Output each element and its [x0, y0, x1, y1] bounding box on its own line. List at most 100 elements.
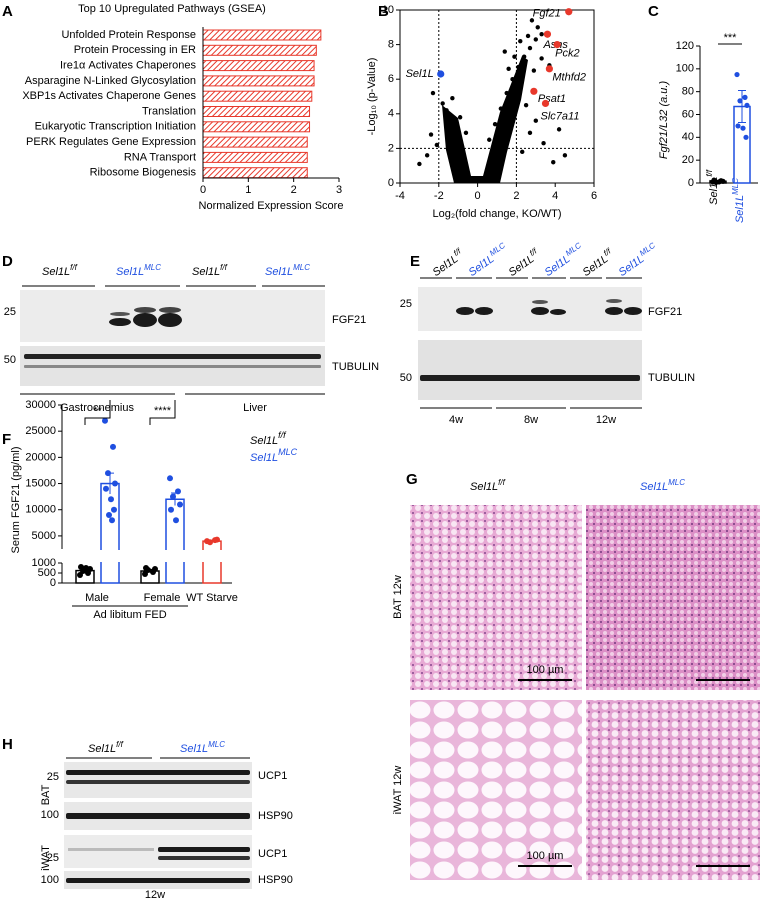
marker-label: 25: [47, 852, 59, 864]
gene-point: [562, 153, 568, 158]
histology-image: [586, 505, 760, 690]
protein-label: UCP1: [258, 770, 287, 782]
gene-point: [492, 121, 498, 127]
gene-point: [541, 141, 546, 146]
y-tick-label: 1000: [32, 557, 56, 569]
bar: [202, 75, 315, 87]
bar: [202, 106, 311, 117]
highlight-point: [530, 87, 538, 95]
superscript: MLC: [488, 240, 507, 257]
superscript: f/f: [452, 246, 463, 258]
gene-point: [533, 118, 538, 123]
scale-label: 100 µm: [527, 664, 564, 676]
protein-label: FGF21: [648, 306, 682, 318]
significance: ****: [154, 405, 172, 417]
superscript: f/f: [705, 169, 714, 176]
data-point: [106, 511, 112, 518]
tissue-label: iWAT: [40, 845, 52, 871]
gene-point: [456, 135, 461, 141]
panel-letter: F: [2, 431, 11, 448]
genotype-label: Sel1LMLC: [541, 240, 587, 278]
protein-label: HSP90: [258, 874, 293, 886]
highlight-point: [545, 65, 553, 73]
y-tick-label: 500: [38, 567, 56, 579]
genotype-label: Sel1Lf/f: [705, 169, 720, 205]
group-label: Ad libitum FED: [93, 609, 166, 621]
y-axis-label: Serum FGF21 (pg/ml): [10, 447, 22, 554]
data-point: [105, 470, 111, 477]
category-label: Unfolded Protein Response: [61, 29, 196, 41]
y-tick-label: 0: [688, 177, 694, 189]
data-point: [110, 443, 116, 450]
superscript: MLC: [564, 240, 583, 257]
bar: [202, 167, 308, 179]
gene-point: [539, 56, 544, 61]
x-axis-label: Normalized Expression Score: [199, 200, 344, 212]
legend-entry: Sel1LMLC: [250, 447, 298, 464]
gene-point: [535, 25, 540, 30]
gene-point: [448, 118, 453, 123]
highlight-point: [553, 41, 561, 49]
data-point: [716, 179, 722, 185]
bar: [202, 29, 322, 41]
panel-letter: H: [2, 736, 13, 753]
gene-point: [457, 115, 463, 120]
significance: **: [93, 405, 102, 417]
data-point: [734, 71, 740, 78]
protein-label: HSP90: [258, 810, 293, 822]
data-point: [175, 488, 181, 495]
category-label: Asparagine N-Linked Glycosylation: [25, 75, 196, 87]
genotype-label: Sel1Lf/f: [42, 263, 78, 278]
gene-point: [539, 32, 544, 37]
gene-point: [487, 137, 492, 142]
y-axis-label: -Log₁₀ (p-Value): [366, 58, 378, 136]
protein-label: TUBULIN: [648, 372, 695, 384]
bar: [202, 90, 313, 102]
blot-e: [418, 277, 642, 409]
y-tick-label: 120: [676, 40, 694, 52]
gene: Sel1L: [265, 266, 293, 278]
superscript: MLC: [293, 263, 310, 272]
superscript: f/f: [116, 740, 123, 749]
blot-bands: [420, 375, 640, 381]
significance-bracket: [149, 400, 176, 425]
bar: [202, 60, 315, 72]
marker-label: 100: [41, 809, 59, 821]
genotype-label: Sel1LMLC: [615, 240, 661, 278]
gene: Sel1L: [116, 266, 144, 278]
x-tick-label: Male: [85, 592, 109, 604]
data-point: [102, 417, 108, 424]
superscript: MLC: [638, 240, 657, 257]
axis-break: [63, 550, 233, 562]
gene-point: [440, 101, 445, 106]
gene-point: [525, 33, 531, 39]
gene-label: Pck2: [555, 48, 579, 60]
timepoint-label: 4w: [449, 414, 463, 426]
superscript: MLC: [208, 740, 225, 749]
y-tick-label: 20: [682, 154, 694, 166]
gene-point: [529, 18, 535, 23]
gene: Sel1L: [88, 743, 116, 755]
gene: Sel1L: [708, 177, 720, 205]
data-point: [720, 178, 726, 184]
x-tick-label: WT Starve: [186, 592, 238, 604]
x-tick-label: 0: [200, 184, 206, 196]
y-tick-label: 15000: [25, 477, 56, 489]
blot-bands: [109, 307, 182, 327]
group-lines: [420, 277, 642, 409]
bar: [202, 44, 317, 56]
panel-letter: A: [2, 3, 13, 20]
gene: Sel1L: [250, 435, 278, 447]
volcano-cloud: [442, 56, 528, 183]
y-tick-label: 6: [388, 73, 394, 85]
scale-label: 100 µm: [527, 850, 564, 862]
genotype-label: Sel1LMLC: [265, 263, 310, 278]
gene-point: [527, 130, 533, 136]
gene-point: [498, 106, 504, 111]
bar: [202, 540, 222, 584]
panel-letter: G: [406, 471, 418, 488]
data-point: [112, 480, 118, 487]
marker-label: 50: [4, 354, 16, 366]
blot-membrane: [418, 287, 642, 331]
gene-point: [506, 66, 511, 72]
